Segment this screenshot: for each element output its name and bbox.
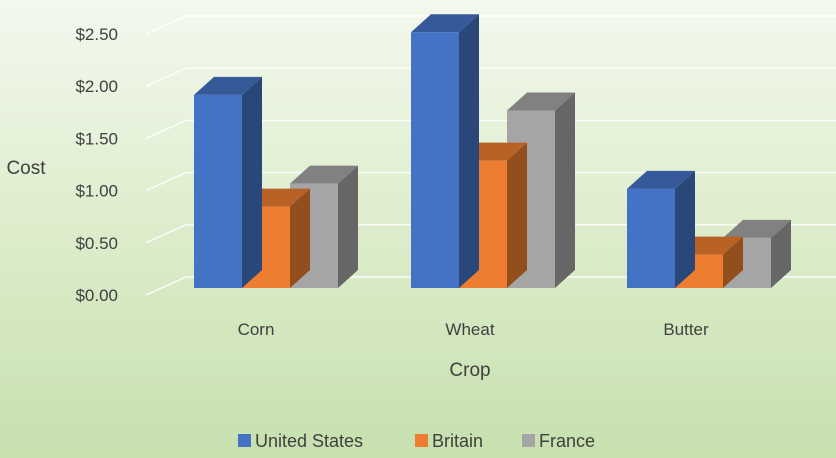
gridline [145, 276, 836, 296]
legend-item: Britain [415, 431, 483, 451]
gridlines [145, 15, 836, 296]
y-tick-label: $1.00 [75, 182, 118, 201]
bar-wheat-united-states [411, 14, 479, 288]
y-tick-label: $1.50 [75, 129, 118, 148]
legend-swatch [238, 434, 251, 447]
legend-label: United States [255, 431, 363, 451]
x-axis-title: Crop [449, 360, 490, 381]
x-axis-ticks: Corn Wheat Butter [238, 320, 709, 339]
bars [194, 14, 791, 289]
legend-label: France [539, 431, 595, 451]
x-tick-label: Butter [663, 320, 709, 339]
gridline [145, 15, 836, 35]
x-tick-label: Corn [238, 320, 275, 339]
legend: United States Britain France [238, 431, 595, 451]
legend-swatch [415, 434, 428, 447]
legend-label: Britain [432, 431, 483, 451]
y-tick-label: $0.00 [75, 286, 118, 305]
gridline [145, 224, 836, 244]
legend-item: France [522, 431, 595, 451]
y-axis-ticks: $0.00 $0.50 $1.00 $1.50 $2.00 $2.50 [75, 25, 118, 305]
x-tick-label: Wheat [445, 320, 494, 339]
y-axis-title: Cost [6, 158, 46, 179]
y-tick-label: $0.50 [75, 234, 118, 253]
bar-butter-united-states [627, 170, 695, 288]
y-tick-label: $2.00 [75, 77, 118, 96]
bar-corn-united-states [194, 76, 262, 288]
gridline [145, 171, 836, 192]
y-tick-label: $2.50 [75, 25, 118, 44]
gridline [145, 67, 836, 87]
legend-item: United States [238, 431, 363, 451]
legend-swatch [522, 434, 535, 447]
gridline [145, 119, 836, 140]
